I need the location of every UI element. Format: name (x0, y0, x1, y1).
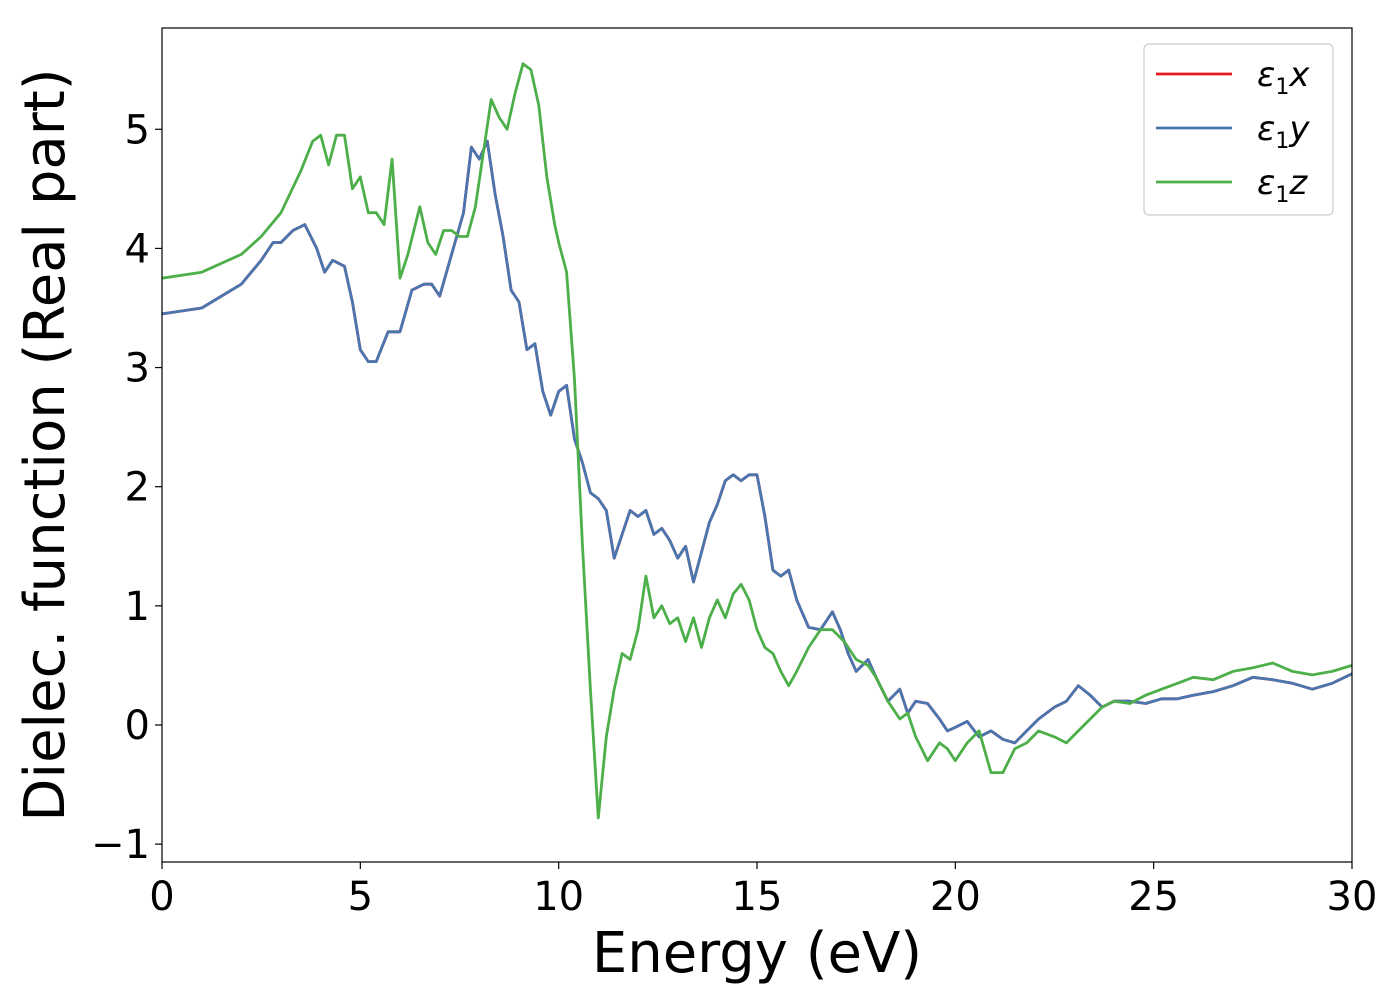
y-tick-label: 0 (125, 703, 150, 749)
y-tick-label: 5 (125, 107, 150, 153)
x-tick-label: 0 (149, 874, 174, 920)
x-tick-label: 5 (348, 874, 373, 920)
x-tick-label: 25 (1128, 874, 1179, 920)
y-tick-label: 4 (125, 226, 150, 272)
y-tick-label: 1 (125, 584, 150, 630)
y-axis-label: Dielec. function (Real part) (13, 68, 78, 821)
x-tick-label: 20 (930, 874, 981, 920)
y-tick-label: 3 (125, 346, 150, 392)
y-tick-label: 2 (125, 465, 150, 511)
x-tick-label: 15 (732, 874, 783, 920)
x-axis-label: Energy (eV) (592, 921, 922, 986)
x-tick-label: 10 (533, 874, 584, 920)
y-tick-label: −1 (91, 822, 150, 868)
x-tick-label: 30 (1327, 874, 1378, 920)
